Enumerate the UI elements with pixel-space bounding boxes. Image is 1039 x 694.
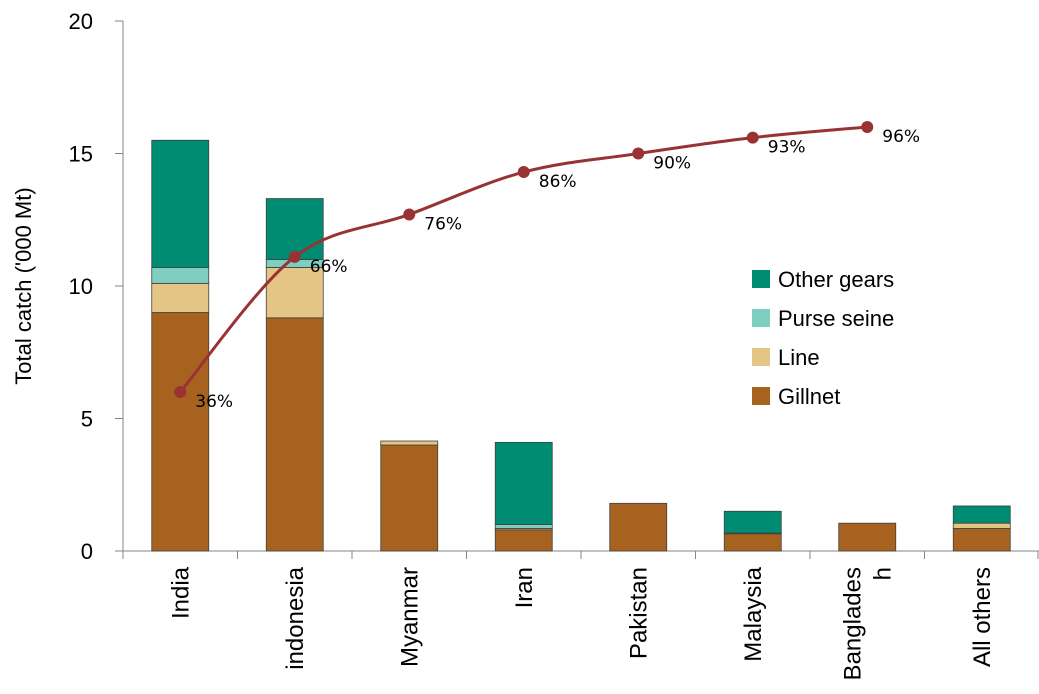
y-tick-label: 0 (81, 539, 93, 564)
bar-segment-other-gears (952, 505, 1011, 524)
x-category-label: Iran (511, 567, 538, 608)
legend-swatch (752, 348, 770, 366)
legend-swatch (752, 387, 770, 405)
bar-segment-gillnet (723, 533, 782, 552)
bar-segment-gillnet (609, 502, 668, 552)
bar-segment-gillnet (838, 522, 897, 552)
y-tick-label: 5 (81, 407, 93, 432)
y-tick-label: 20 (69, 9, 93, 34)
bar-segment-line (151, 282, 210, 313)
bar-segment-purse-seine (494, 524, 553, 529)
cumulative-point (632, 147, 645, 160)
y-axis: 0 5 10 15 20 (69, 9, 124, 564)
legend-swatch (752, 270, 770, 288)
cumulative-label: 36% (195, 392, 233, 412)
bar-segment-other-gears (494, 441, 553, 525)
bars (151, 139, 1011, 552)
bar-segment-gillnet (151, 312, 210, 552)
x-tick-label: Banglades (839, 567, 866, 680)
bar-segment-line (380, 440, 439, 446)
x-axis: India indonesia Myanmar Iran Pakistan Malaysi… (122, 550, 1039, 680)
x-category-label: Banglades h (839, 567, 896, 680)
cumulative-line-layer: 36% 66% 76% 86% 90% 93% 96% (174, 121, 920, 412)
x-tick-label: All others (969, 567, 996, 667)
bar-segment-gillnet (952, 528, 1011, 552)
x-tick-label: Pakistan (625, 567, 652, 659)
bar-segment-line (952, 522, 1011, 529)
cumulative-label: 93% (768, 138, 806, 158)
cumulative-label: 66% (310, 257, 348, 277)
cumulative-point (174, 386, 187, 398)
cumulative-point (746, 131, 759, 144)
bar-segment-gillnet (380, 444, 439, 552)
x-category-label: Myanmar (396, 567, 423, 667)
cumulative-point (861, 121, 874, 133)
x-category-label: All others (969, 567, 996, 667)
bar-segment-gillnet (265, 317, 324, 552)
cumulative-label: 76% (424, 214, 462, 234)
x-tick-label: indonesia (282, 566, 309, 669)
legend-label: Line (778, 345, 820, 370)
bar-segment-purse-seine (151, 267, 210, 284)
x-category-label: indonesia (282, 566, 309, 669)
legend-label: Other gears (778, 267, 894, 292)
x-category-label: India (167, 566, 194, 619)
y-tick-label: 15 (69, 142, 93, 167)
legend-swatch (752, 309, 770, 327)
cumulative-point (517, 166, 530, 179)
legend-label: Purse seine (778, 306, 894, 331)
legend-label: Gillnet (778, 384, 840, 409)
bar-segment-gillnet (494, 529, 553, 552)
x-tick-label: India (167, 566, 194, 619)
x-tick-label: Iran (511, 567, 538, 608)
bar-segment-other-gears (151, 139, 210, 268)
x-tick-label: h (869, 567, 896, 580)
bar-segment-other-gears (265, 198, 324, 260)
cumulative-point (288, 250, 301, 263)
y-tick-label: 10 (69, 274, 93, 299)
cumulative-point (403, 208, 416, 221)
y-axis-title: Total catch ('000 Mt) (11, 187, 36, 384)
x-tick-label: Myanmar (396, 567, 423, 667)
legend: Other gears Purse seine Line Gillnet (752, 267, 894, 409)
x-category-label: Malaysia (740, 566, 767, 661)
bar-segment-other-gears (723, 510, 782, 534)
x-category-label: Pakistan (625, 567, 652, 659)
cumulative-label: 86% (539, 172, 577, 192)
cumulative-label: 90% (653, 154, 691, 174)
x-tick-label: Malaysia (740, 566, 767, 661)
cumulative-label: 96% (882, 127, 920, 147)
